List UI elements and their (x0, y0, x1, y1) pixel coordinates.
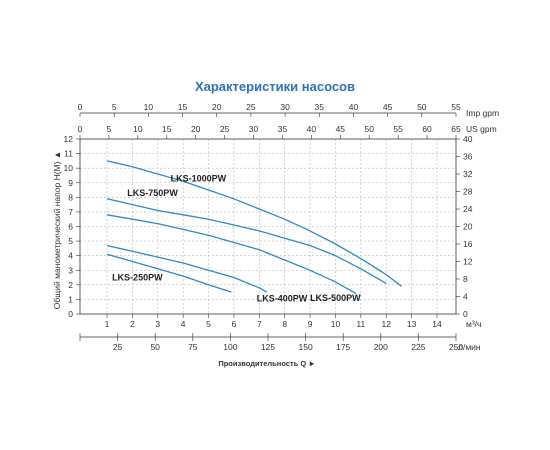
x-tick-label: 7 (257, 319, 262, 329)
imp-gpm-tick-label: 55 (451, 102, 461, 112)
curve-lks-400pw (106, 244, 268, 293)
x-tick-label: 12 (381, 319, 391, 329)
x-unit-m3h: м³/ч (466, 319, 481, 329)
x-tick-label: 5 (206, 319, 211, 329)
y2-tick-label: 12 (463, 257, 473, 267)
y2-tick-label: 28 (463, 187, 473, 197)
imp-gpm-tick-label: 50 (417, 102, 427, 112)
y2-tick-label: 0 (463, 309, 468, 319)
us-gpm-tick-label: 0 (78, 124, 83, 134)
y2-tick-label: 20 (463, 222, 473, 232)
y-tick-label: 0 (68, 309, 73, 319)
imp-gpm-tick-label: 10 (144, 102, 154, 112)
curve-lks-250pw (106, 253, 232, 293)
x-tick-label: 6 (232, 319, 237, 329)
x-tick-label: 14 (432, 319, 442, 329)
x-unit-lmin: л/мин (458, 342, 481, 352)
us-gpm-tick-label: 40 (307, 124, 317, 134)
y-tick-label: 6 (68, 222, 73, 232)
x-tick-label: 2 (130, 319, 135, 329)
lmin-tick-label: 100 (223, 342, 237, 352)
series-label-lks-500pw: LKS-500PW (310, 293, 361, 303)
us-gpm-tick-label: 50 (364, 124, 374, 134)
y-tick-label: 1 (68, 294, 73, 304)
imp-gpm-tick-label: 0 (78, 102, 83, 112)
x-tick-label: 1 (105, 319, 110, 329)
y2-tick-label: 8 (463, 274, 468, 284)
x-tick-label: 4 (181, 319, 186, 329)
us-gpm-tick-label: 55 (393, 124, 403, 134)
imp-gpm-tick-label: 30 (280, 102, 290, 112)
lmin-tick-label: 200 (374, 342, 388, 352)
lmin-tick-label: 125 (261, 342, 275, 352)
imp-gpm-tick-label: 35 (315, 102, 325, 112)
lmin-tick-label: 25 (113, 342, 123, 352)
x-tick-label: 10 (331, 319, 341, 329)
curves (106, 160, 402, 295)
y-tick-label: 5 (68, 236, 73, 246)
series-label-lks-400pw: LKS-400PW (257, 294, 308, 304)
lmin-tick-label: 50 (150, 342, 160, 352)
us-gpm-tick-label: 35 (278, 124, 288, 134)
y-tick-label: 4 (68, 251, 73, 261)
curve-lks-750pw (106, 198, 387, 284)
imp-gpm-tick-label: 5 (112, 102, 117, 112)
imp-gpm-tick-label: 20 (212, 102, 222, 112)
x-tick-label: 8 (282, 319, 287, 329)
y-tick-label: 7 (68, 207, 73, 217)
y-tick-label: 9 (68, 178, 73, 188)
us-gpm-tick-label: 20 (191, 124, 201, 134)
y2-tick-label: 24 (463, 204, 473, 214)
imp-gpm-tick-label: 45 (383, 102, 393, 112)
y2-tick-label: 16 (463, 239, 473, 249)
y-tick-label: 11 (64, 149, 73, 159)
curve-lks-1000pw (106, 160, 402, 287)
imp-gpm-unit: Imp gpm (466, 108, 499, 118)
x-tick-label: 11 (356, 319, 365, 329)
x-axis-label: Производительность Q ► (218, 359, 315, 368)
x-tick-label: 3 (155, 319, 160, 329)
y-tick-label: 8 (68, 192, 73, 202)
imp-gpm-tick-label: 15 (178, 102, 188, 112)
grid (80, 139, 456, 314)
y-tick-label: 3 (68, 265, 73, 275)
us-gpm-tick-label: 65 (451, 124, 461, 134)
y2-tick-label: 32 (463, 169, 473, 179)
y-tick-label: 2 (68, 280, 73, 290)
lmin-tick-label: 75 (188, 342, 198, 352)
y2-tick-label: 4 (463, 292, 468, 302)
lmin-tick-label: 225 (411, 342, 425, 352)
lmin-tick-label: 250 (449, 342, 463, 352)
lmin-tick-label: 175 (336, 342, 350, 352)
curve-lks-500pw (106, 214, 357, 295)
us-gpm-tick-label: 15 (162, 124, 172, 134)
us-gpm-unit: US gpm (466, 124, 497, 134)
y-tick-label: 10 (64, 163, 74, 173)
chart-title: Характеристики насосов (195, 79, 355, 94)
us-gpm-tick-label: 60 (422, 124, 432, 134)
us-gpm-tick-label: 10 (133, 124, 143, 134)
lmin-tick-label: 150 (299, 342, 313, 352)
us-gpm-tick-label: 5 (107, 124, 112, 134)
y-axis-label: Общий манометрический напор H(M) ▲ (52, 151, 62, 309)
series-label-lks-250pw: LKS-250PW (112, 272, 163, 282)
us-gpm-tick-label: 25 (220, 124, 230, 134)
us-gpm-tick-label: 30 (249, 124, 259, 134)
us-gpm-tick-label: 45 (336, 124, 346, 134)
series-label-lks-750pw: LKS-750PW (127, 188, 178, 198)
imp-gpm-tick-label: 40 (349, 102, 359, 112)
x-tick-label: 13 (407, 319, 417, 329)
y-tick-label: 12 (64, 134, 74, 144)
x-tick-label: 9 (308, 319, 313, 329)
imp-gpm-tick-label: 25 (246, 102, 256, 112)
y2-tick-label: 40 (463, 134, 473, 144)
series-label-lks-1000pw: LKS-1000PW (171, 173, 227, 183)
y2-tick-label: 36 (463, 152, 473, 162)
